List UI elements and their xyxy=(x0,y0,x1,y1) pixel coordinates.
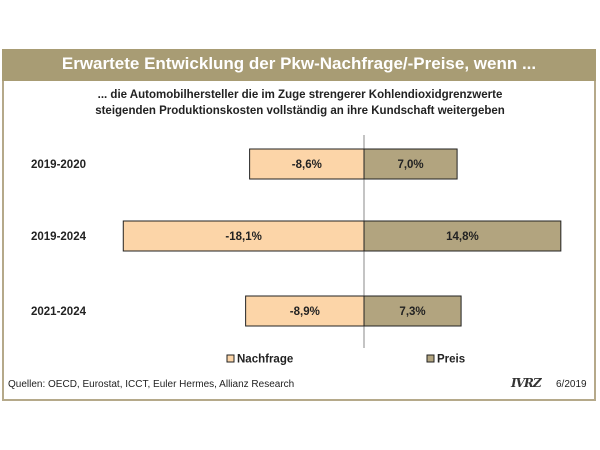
data-label: -8,9% xyxy=(290,306,320,318)
legend-swatch-preis xyxy=(426,354,435,363)
source-note: Quellen: OECD, Eurostat, ICCT, Euler Her… xyxy=(8,379,295,390)
chart-title: Erwartete Entwicklung der Pkw-Nachfrage/… xyxy=(61,54,537,73)
bar-preis xyxy=(363,295,462,327)
data-label: 7,0% xyxy=(397,159,423,171)
publication-date: 6/2019 xyxy=(556,379,587,390)
bar-nachfrage xyxy=(122,220,365,252)
data-label: 14,8% xyxy=(446,231,479,243)
data-label: -18,1% xyxy=(225,231,261,243)
category-label: 2019-2020 xyxy=(31,159,86,171)
chart-subtitle: ... die Automobilhersteller die im Zuge … xyxy=(0,87,600,119)
data-label: 7,3% xyxy=(399,306,425,318)
category-label: 2019-2024 xyxy=(31,231,87,243)
plot-area: 2019-2020 -8,6% 7,0% 2019-2024 -18,1% 14,8% 20… xyxy=(31,135,562,348)
legend-label-nachfrage: Nachfrage xyxy=(237,354,293,366)
subtitle-line-1: ... die Automobilhersteller die im Zuge … xyxy=(97,89,503,101)
subtitle-line-2: steigenden Produktionskosten vollständig… xyxy=(95,105,505,117)
bar-nachfrage xyxy=(249,148,365,180)
legend-swatch-nachfrage xyxy=(226,354,235,363)
bar-preis xyxy=(363,220,562,252)
category-label: 2021-2024 xyxy=(31,306,87,318)
chart-legend: Nachfrage Preis xyxy=(226,354,465,366)
title-bar: Erwartete Entwicklung der Pkw-Nachfrage/… xyxy=(2,49,596,81)
bar-preis xyxy=(363,148,458,180)
legend-label-preis: Preis xyxy=(437,354,465,366)
publisher-logo: IVRZ xyxy=(511,376,542,390)
data-label: -8,6% xyxy=(292,159,322,171)
